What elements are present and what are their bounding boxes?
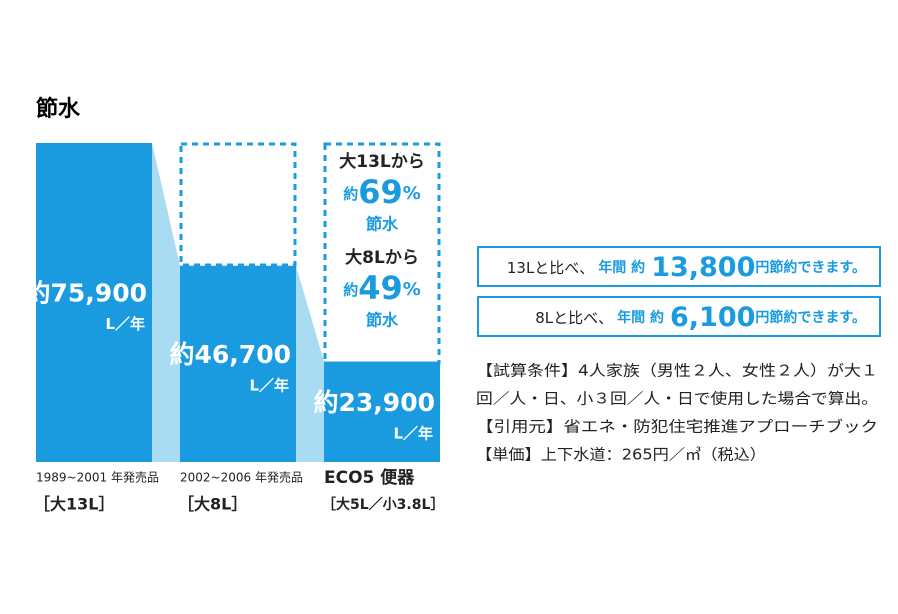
- connector: [152, 143, 180, 462]
- savings-prefix: 約: [343, 185, 358, 203]
- savings-rate: 約49%: [343, 269, 421, 307]
- comparison-tail: 節約できます。: [769, 259, 866, 276]
- category-note: ［大5L／小3.8L］: [322, 496, 444, 513]
- condition-line: 回／人・日、小３回／人・日で使用した場合で算出。: [476, 390, 878, 408]
- savings-unit: %: [403, 183, 421, 204]
- value-label: 約75,900: [26, 279, 147, 308]
- savings-unit: %: [403, 279, 421, 300]
- comparison-lead: 13Lと比べ、: [507, 259, 594, 277]
- comparison-text: 13Lと比べ、 年間 約 13,800円節約できます。: [507, 252, 866, 283]
- comparison-mid: 年間 約: [617, 309, 664, 326]
- category-note: ［大13L］: [34, 495, 114, 514]
- chart-title: 節水: [36, 96, 81, 122]
- savings-from: 大13Lから: [339, 151, 425, 172]
- comparison-tail: 節約できます。: [769, 309, 866, 326]
- savings-value: 49: [358, 269, 403, 307]
- savings-suffix: 節水: [365, 215, 399, 234]
- savings-suffix: 節水: [365, 311, 399, 330]
- value-label: 約23,900: [314, 388, 435, 417]
- comparison-unit: 円: [755, 260, 769, 276]
- comparison-box: [477, 246, 881, 287]
- bar: [36, 143, 152, 462]
- unit-label: L／年: [249, 376, 289, 394]
- comparison-lead: 8Lと比べ、: [535, 309, 613, 327]
- bar: [324, 361, 440, 462]
- savings-rate: 約69%: [343, 173, 421, 211]
- comparison-amount: 6,100: [670, 302, 755, 333]
- comparison-unit: 円: [755, 310, 769, 326]
- bar: [180, 265, 296, 462]
- comparison-box: [477, 296, 881, 337]
- savings-value: 69: [358, 173, 403, 211]
- value-label: 約46,700: [170, 340, 291, 369]
- comparison-text: 8Lと比べ、 年間 約 6,100円節約できます。: [535, 302, 866, 333]
- condition-line: 【単価】上下水道：265円／㎥（税込）: [476, 446, 766, 464]
- comparison-amount: 13,800: [651, 252, 755, 283]
- condition-line: 【試算条件】4人家族（男性２人、女性２人）が大１: [476, 362, 878, 380]
- category-label: 1989~2001 年発売品: [36, 470, 159, 485]
- condition-line: 【引用元】省エネ・防犯住宅推進アプローチブック: [476, 418, 878, 436]
- dashed-outline: [179, 142, 297, 267]
- savings-from: 大8Lから: [345, 247, 419, 268]
- unit-label: L／年: [105, 315, 145, 333]
- category-label: 2002~2006 年発売品: [180, 470, 303, 485]
- unit-label: L／年: [393, 424, 433, 442]
- category-note: ［大8L］: [178, 495, 247, 514]
- category-label: ECO5 便器: [324, 467, 415, 488]
- comparison-mid: 年間 約: [598, 259, 645, 276]
- savings-prefix: 約: [343, 281, 358, 299]
- connector: [296, 265, 324, 462]
